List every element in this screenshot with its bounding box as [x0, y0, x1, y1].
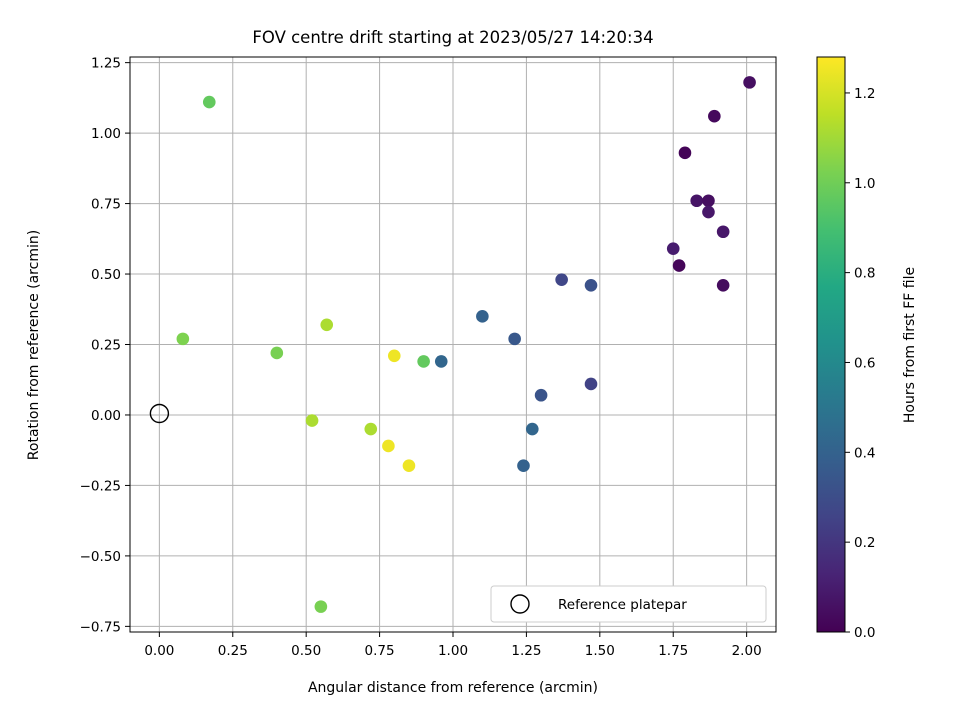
- legend-box: [490, 585, 767, 623]
- y-tick-label: 0.50: [91, 267, 121, 283]
- data-point: [702, 205, 715, 219]
- y-tick-label: 0.75: [91, 197, 121, 213]
- colorbar-tick-label: 0.2: [854, 535, 875, 551]
- y-axis-label: Rotation from reference (arcmin): [26, 230, 42, 460]
- data-point: [716, 279, 730, 292]
- data-point: [584, 279, 598, 292]
- y-tick-label: 1.25: [91, 56, 121, 72]
- y-tick-label: 0.00: [91, 408, 121, 424]
- y-tick-label: −0.25: [80, 478, 121, 494]
- legend-label: Reference platepar: [558, 597, 687, 613]
- colorbar-ticks: 0.0 0.2 0.4 0.6 0.8 1.0 1.2: [845, 86, 875, 641]
- x-tick-label: 1.00: [438, 643, 468, 659]
- data-point: [672, 259, 686, 272]
- colorbar-tick-label: 1.2: [854, 86, 875, 102]
- legend: Reference platepar: [490, 585, 767, 623]
- data-point: [555, 273, 568, 286]
- x-tick-label: 0.50: [291, 643, 321, 659]
- x-tick-label: 1.50: [585, 643, 615, 659]
- y-axis-ticks: −0.75 −0.50 −0.25 0.00 0.25 0.50 0.75 1.00 1.25: [80, 56, 130, 635]
- data-point: [176, 332, 190, 346]
- colorbar-gradient: [816, 56, 846, 633]
- colorbar-tick-label: 0.0: [854, 625, 875, 641]
- legend-marker: [510, 594, 530, 614]
- colorbar-tick-label: 0.6: [854, 355, 875, 371]
- colorbar: 0.0 0.2 0.4 0.6 0.8 1.0 1.2 Hours from first F…: [816, 56, 918, 641]
- data-point: [314, 600, 328, 613]
- colorbar-label: Hours from first FF file: [902, 267, 918, 423]
- data-point: [476, 310, 489, 323]
- data-point: [743, 76, 756, 89]
- x-tick-label: 0.25: [218, 643, 248, 659]
- data-point: [402, 459, 416, 473]
- data-point: [320, 318, 334, 332]
- data-point: [202, 95, 216, 109]
- x-tick-label: 0.75: [365, 643, 395, 659]
- data-point: [708, 109, 721, 123]
- data-point: [434, 355, 448, 368]
- data-point: [364, 422, 378, 436]
- y-tick-label: 0.25: [91, 338, 121, 354]
- data-point: [305, 414, 319, 427]
- data-point: [584, 377, 598, 391]
- data-point: [702, 194, 715, 208]
- y-tick-label: −0.50: [80, 549, 121, 565]
- data-point: [270, 346, 284, 360]
- data-point: [387, 349, 401, 363]
- x-tick-label: 1.25: [511, 643, 541, 659]
- x-tick-label: 2.00: [732, 643, 762, 659]
- y-tick-label: 1.00: [91, 126, 121, 142]
- colorbar-tick-label: 1.0: [854, 176, 875, 192]
- reference-platepar-marker: [149, 403, 170, 424]
- data-point: [517, 459, 530, 473]
- x-tick-label: 1.75: [658, 643, 688, 659]
- data-point: [508, 332, 521, 346]
- grid-lines: [130, 57, 776, 632]
- colorbar-tick-label: 0.8: [854, 266, 875, 282]
- data-point: [690, 194, 704, 208]
- data-point: [666, 242, 680, 255]
- data-point: [716, 225, 730, 239]
- x-axis-label: Angular distance from reference (arcmin): [308, 680, 598, 696]
- data-point: [382, 439, 395, 453]
- y-tick-label: −0.75: [80, 619, 121, 635]
- data-point: [417, 355, 430, 368]
- chart-title: FOV centre drift starting at 2023/05/27 …: [252, 28, 653, 47]
- data-point: [534, 388, 548, 402]
- data-points: [176, 76, 756, 613]
- colorbar-tick-label: 0.4: [854, 445, 875, 461]
- data-point: [678, 146, 692, 160]
- x-axis-ticks: 0.00 0.25 0.50 0.75 1.00 1.25 1.50 1.75 2.00: [144, 632, 762, 659]
- x-tick-label: 0.00: [144, 643, 174, 659]
- data-point: [525, 422, 539, 436]
